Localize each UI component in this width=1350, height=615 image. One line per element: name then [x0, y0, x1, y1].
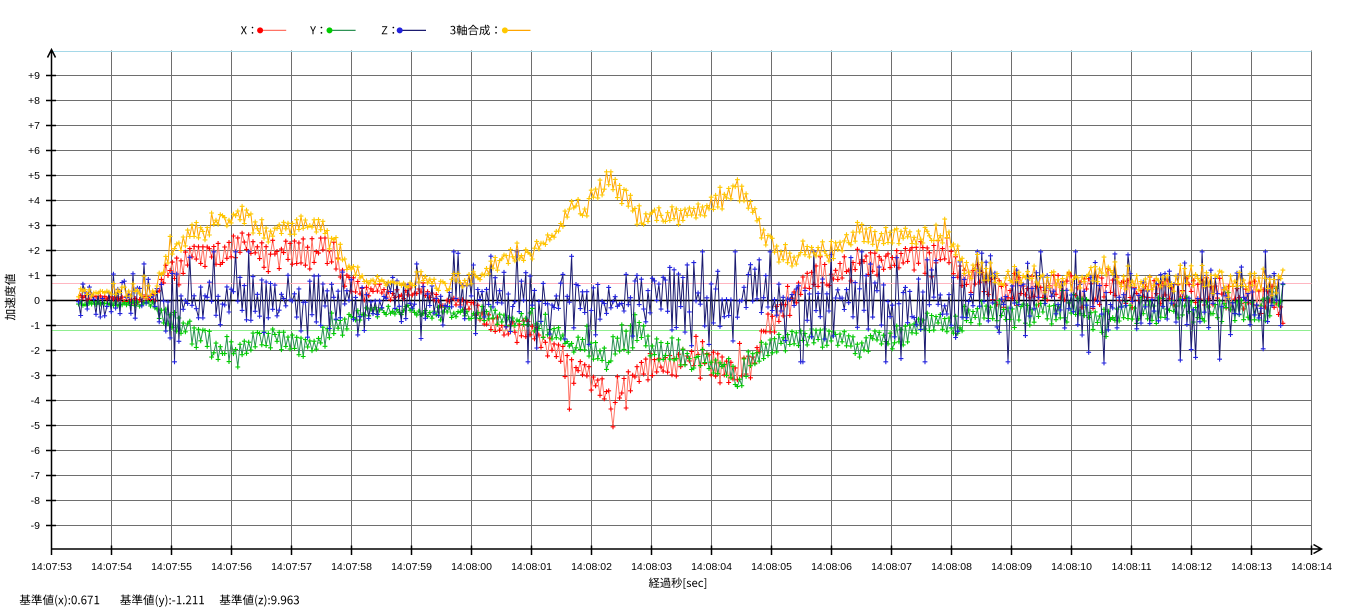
svg-text:14:08:01: 14:08:01	[511, 561, 552, 573]
svg-text:14:08:04: 14:08:04	[691, 561, 732, 573]
svg-text:14:08:09: 14:08:09	[991, 561, 1032, 573]
svg-text:14:07:58: 14:07:58	[331, 561, 372, 573]
svg-text:14:08:00: 14:08:00	[451, 561, 492, 573]
svg-text:14:08:06: 14:08:06	[811, 561, 852, 573]
svg-text:+2: +2	[28, 245, 40, 257]
svg-text:+5: +5	[28, 170, 40, 182]
svg-text:-5: -5	[31, 420, 40, 432]
svg-text:14:08:02: 14:08:02	[571, 561, 612, 573]
svg-text:+8: +8	[28, 95, 40, 107]
svg-text:+7: +7	[28, 120, 40, 132]
svg-text:14:07:56: 14:07:56	[211, 561, 252, 573]
svg-text:-9: -9	[31, 520, 40, 532]
svg-text:+4: +4	[28, 195, 40, 207]
svg-text:14:07:57: 14:07:57	[271, 561, 312, 573]
svg-text:+9: +9	[28, 70, 40, 82]
svg-text:-6: -6	[31, 445, 40, 457]
svg-text:14:07:54: 14:07:54	[91, 561, 132, 573]
svg-text:+6: +6	[28, 145, 40, 157]
svg-text:0: 0	[34, 295, 40, 307]
svg-text:14:08:07: 14:08:07	[871, 561, 912, 573]
svg-text:14:08:05: 14:08:05	[751, 561, 792, 573]
svg-text:14:08:12: 14:08:12	[1171, 561, 1212, 573]
svg-text:14:08:03: 14:08:03	[631, 561, 672, 573]
svg-text:+1: +1	[28, 270, 40, 282]
svg-text:-2: -2	[31, 345, 40, 357]
svg-text:-1: -1	[31, 320, 40, 332]
svg-text:14:08:13: 14:08:13	[1231, 561, 1272, 573]
svg-text:14:08:10: 14:08:10	[1051, 561, 1092, 573]
svg-text:-8: -8	[31, 495, 40, 507]
svg-text:14:07:53: 14:07:53	[31, 561, 72, 573]
svg-text:14:07:59: 14:07:59	[391, 561, 432, 573]
svg-text:14:08:08: 14:08:08	[931, 561, 972, 573]
svg-text:14:08:14: 14:08:14	[1291, 561, 1332, 573]
svg-text:-4: -4	[31, 395, 40, 407]
svg-text:-7: -7	[31, 470, 40, 482]
svg-text:14:08:11: 14:08:11	[1111, 561, 1151, 573]
svg-text:+3: +3	[28, 220, 40, 232]
svg-text:14:07:55: 14:07:55	[151, 561, 192, 573]
svg-text:-3: -3	[31, 370, 40, 382]
